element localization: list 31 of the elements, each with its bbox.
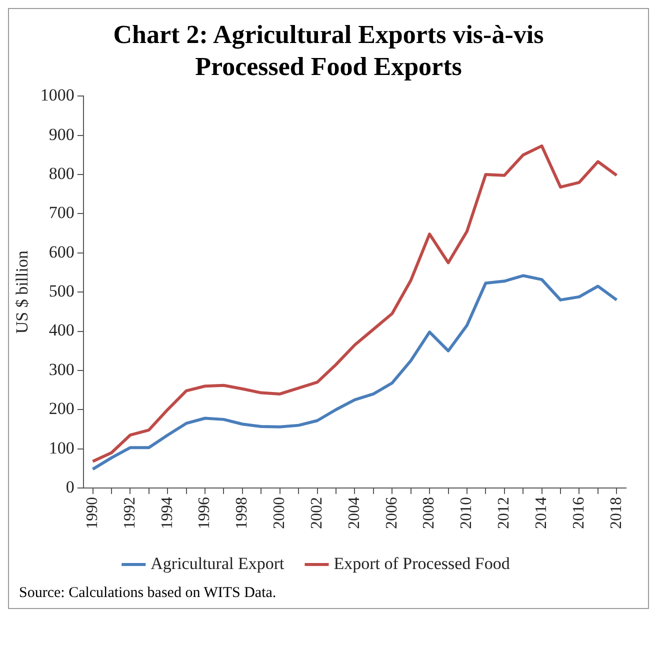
y-tick-label: 300	[48, 360, 74, 379]
y-tick-label: 400	[48, 320, 74, 340]
x-tick-label: 1990	[84, 497, 101, 529]
x-tick-label: 2008	[420, 497, 438, 529]
y-axis-title: US $ billion	[12, 250, 32, 334]
x-tick-label: 2006	[383, 497, 400, 529]
y-tick-label: 800	[48, 164, 74, 184]
y-tick-label: 0	[66, 477, 74, 496]
x-tick-label: 1996	[196, 497, 214, 529]
x-tick-label: 2002	[308, 497, 326, 529]
x-tick-label: 2000	[271, 497, 288, 529]
x-tick-label: 2004	[346, 497, 363, 529]
x-tick-label: 2010	[458, 497, 476, 529]
y-tick-label: 1000	[40, 86, 74, 105]
y-tick-label: 900	[48, 124, 74, 144]
legend-label: Export of Processed Food	[334, 554, 510, 573]
chart-title: Chart 2: Agricultural Exports vis-à-vis Processed Food Exports	[112, 19, 545, 83]
source-note: Source: Calculations based on WITS Data.	[18, 584, 278, 603]
x-tick-label: 2014	[533, 497, 550, 529]
x-tick-label: 2016	[570, 497, 588, 529]
y-tick-label: 200	[48, 399, 74, 418]
legend-label: Agricultural Export	[150, 554, 285, 573]
y-tick-label: 700	[48, 203, 74, 222]
y-tick-label: 600	[48, 242, 74, 262]
y-tick-label: 100	[48, 438, 74, 458]
x-tick-label: 2012	[496, 497, 513, 529]
x-tick-label: 1994	[158, 497, 176, 529]
x-tick-label: 2018	[608, 497, 625, 529]
x-tick-label: 1998	[234, 497, 251, 529]
x-tick-label: 1992	[121, 497, 138, 529]
y-tick-label: 500	[48, 282, 74, 301]
